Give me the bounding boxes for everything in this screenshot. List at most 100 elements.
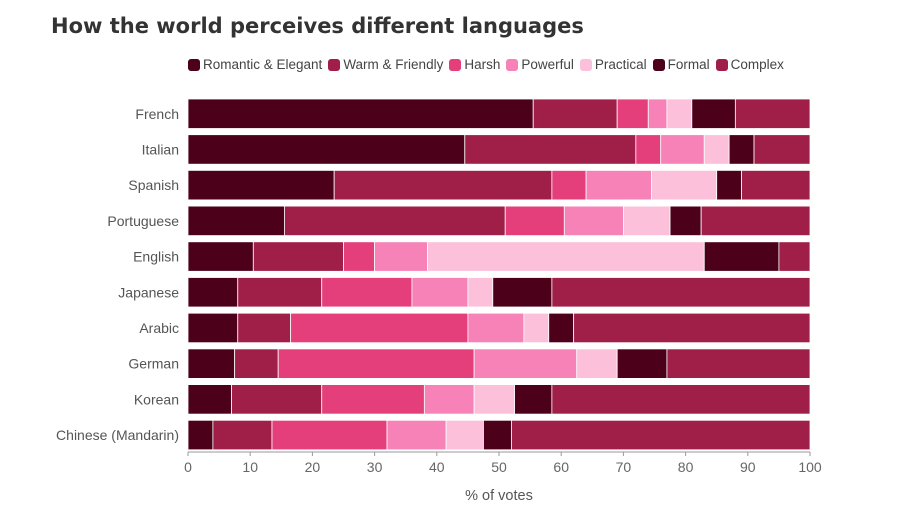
- bar-segment: [423, 384, 475, 415]
- x-tick-label: 10: [242, 459, 258, 475]
- bar-segment: [660, 134, 705, 165]
- bar-segment: [187, 241, 254, 272]
- bar-segment: [290, 312, 469, 344]
- bar-segment: [473, 384, 515, 415]
- bar-segment: [504, 205, 565, 237]
- legend-label: Harsh: [464, 57, 501, 72]
- bar-segment: [321, 384, 425, 415]
- bar-segment: [741, 169, 811, 201]
- bar-segment: [374, 241, 428, 272]
- bar-segment: [551, 384, 811, 415]
- legend: Romantic & Elegant Warm & Friendly Harsh Po…: [188, 57, 790, 72]
- bar-segment: [635, 134, 662, 165]
- bar-segment: [573, 312, 811, 344]
- bar-segment: [585, 169, 652, 201]
- bar-segment: [483, 419, 512, 451]
- bar-segment: [187, 205, 285, 237]
- category-label: Chinese (Mandarin): [56, 427, 179, 443]
- bar-segment: [666, 98, 693, 129]
- category-label: Japanese: [118, 284, 179, 300]
- bar-segment: [551, 277, 811, 308]
- bar-segment: [187, 277, 239, 308]
- x-tick-label: 30: [367, 459, 383, 475]
- category-label: Arabic: [139, 320, 179, 336]
- bar-segment: [691, 98, 736, 129]
- bar-segment: [616, 98, 649, 129]
- bar-segment: [237, 277, 323, 308]
- bar-segment: [411, 277, 469, 308]
- legend-item: Powerful: [506, 57, 574, 72]
- bar-segment: [427, 241, 705, 272]
- legend-item: Romantic & Elegant: [188, 57, 322, 72]
- x-tick-label: 80: [678, 459, 694, 475]
- category-label: French: [135, 106, 179, 122]
- x-tick-label: 90: [740, 459, 756, 475]
- legend-item: Formal: [652, 57, 710, 72]
- bar-segment: [669, 205, 702, 237]
- bar-segment: [716, 169, 742, 201]
- legend-item: Warm & Friendly: [328, 57, 443, 72]
- bar-segment: [703, 134, 730, 165]
- category-label: Portuguese: [107, 213, 179, 229]
- category-label: Italian: [142, 141, 179, 157]
- legend-swatch: [188, 58, 200, 71]
- legend-label: Powerful: [521, 57, 574, 72]
- x-tick-label: 0: [184, 459, 192, 475]
- bar-segment: [473, 348, 578, 379]
- bar-segment: [532, 98, 618, 129]
- bar-segment: [445, 419, 484, 451]
- bar-segment: [252, 241, 344, 272]
- bar-segment: [616, 348, 668, 379]
- bar-segment: [187, 384, 232, 415]
- bar-segment: [464, 134, 637, 165]
- legend-item: Complex: [715, 57, 784, 72]
- bar-segment: [734, 98, 811, 129]
- bar-segment: [548, 312, 575, 344]
- legend-label: Formal: [667, 57, 710, 72]
- bar-segment: [666, 348, 811, 379]
- bar-segment: [576, 348, 618, 379]
- category-label: English: [133, 249, 179, 265]
- bar-segment: [321, 277, 413, 308]
- bar-segment: [187, 419, 214, 451]
- x-tick-label: 70: [616, 459, 632, 475]
- bar-segment: [187, 312, 239, 344]
- bar-segment: [703, 241, 780, 272]
- bar-segment: [212, 419, 273, 451]
- bar-segment: [563, 205, 624, 237]
- legend-swatch: [506, 58, 519, 71]
- bar-segment: [523, 312, 550, 344]
- legend-label: Warm & Friendly: [343, 57, 444, 72]
- bar-segment: [700, 205, 811, 237]
- legend-item: Practical: [579, 57, 647, 72]
- bar-segment: [271, 419, 388, 451]
- bar-segment: [343, 241, 376, 272]
- bar-segment: [187, 98, 534, 129]
- bar-segment: [386, 419, 447, 451]
- bar-segment: [467, 277, 494, 308]
- bar-segment: [467, 312, 525, 344]
- bar-segment: [237, 312, 292, 344]
- bar-segment: [778, 241, 811, 272]
- bar-segment: [551, 169, 587, 201]
- bar-segment: [187, 348, 236, 379]
- x-tick-label: 100: [798, 459, 822, 475]
- legend-swatch: [449, 58, 462, 71]
- bar-segment: [623, 205, 671, 237]
- bar-segment: [492, 277, 553, 308]
- x-tick-label: 40: [429, 459, 445, 475]
- x-axis-title: % of votes: [465, 488, 533, 504]
- x-tick-label: 50: [491, 459, 507, 475]
- bar-segment: [728, 134, 755, 165]
- category-label: German: [128, 356, 179, 372]
- bar-segment: [277, 348, 475, 379]
- legend-swatch: [715, 58, 728, 71]
- bar-segment: [511, 419, 811, 451]
- x-tick-label: 60: [553, 459, 569, 475]
- legend-item: Harsh: [449, 57, 500, 72]
- bar-segment: [647, 98, 668, 129]
- bar-segment: [187, 169, 335, 201]
- bar-segment: [187, 134, 466, 165]
